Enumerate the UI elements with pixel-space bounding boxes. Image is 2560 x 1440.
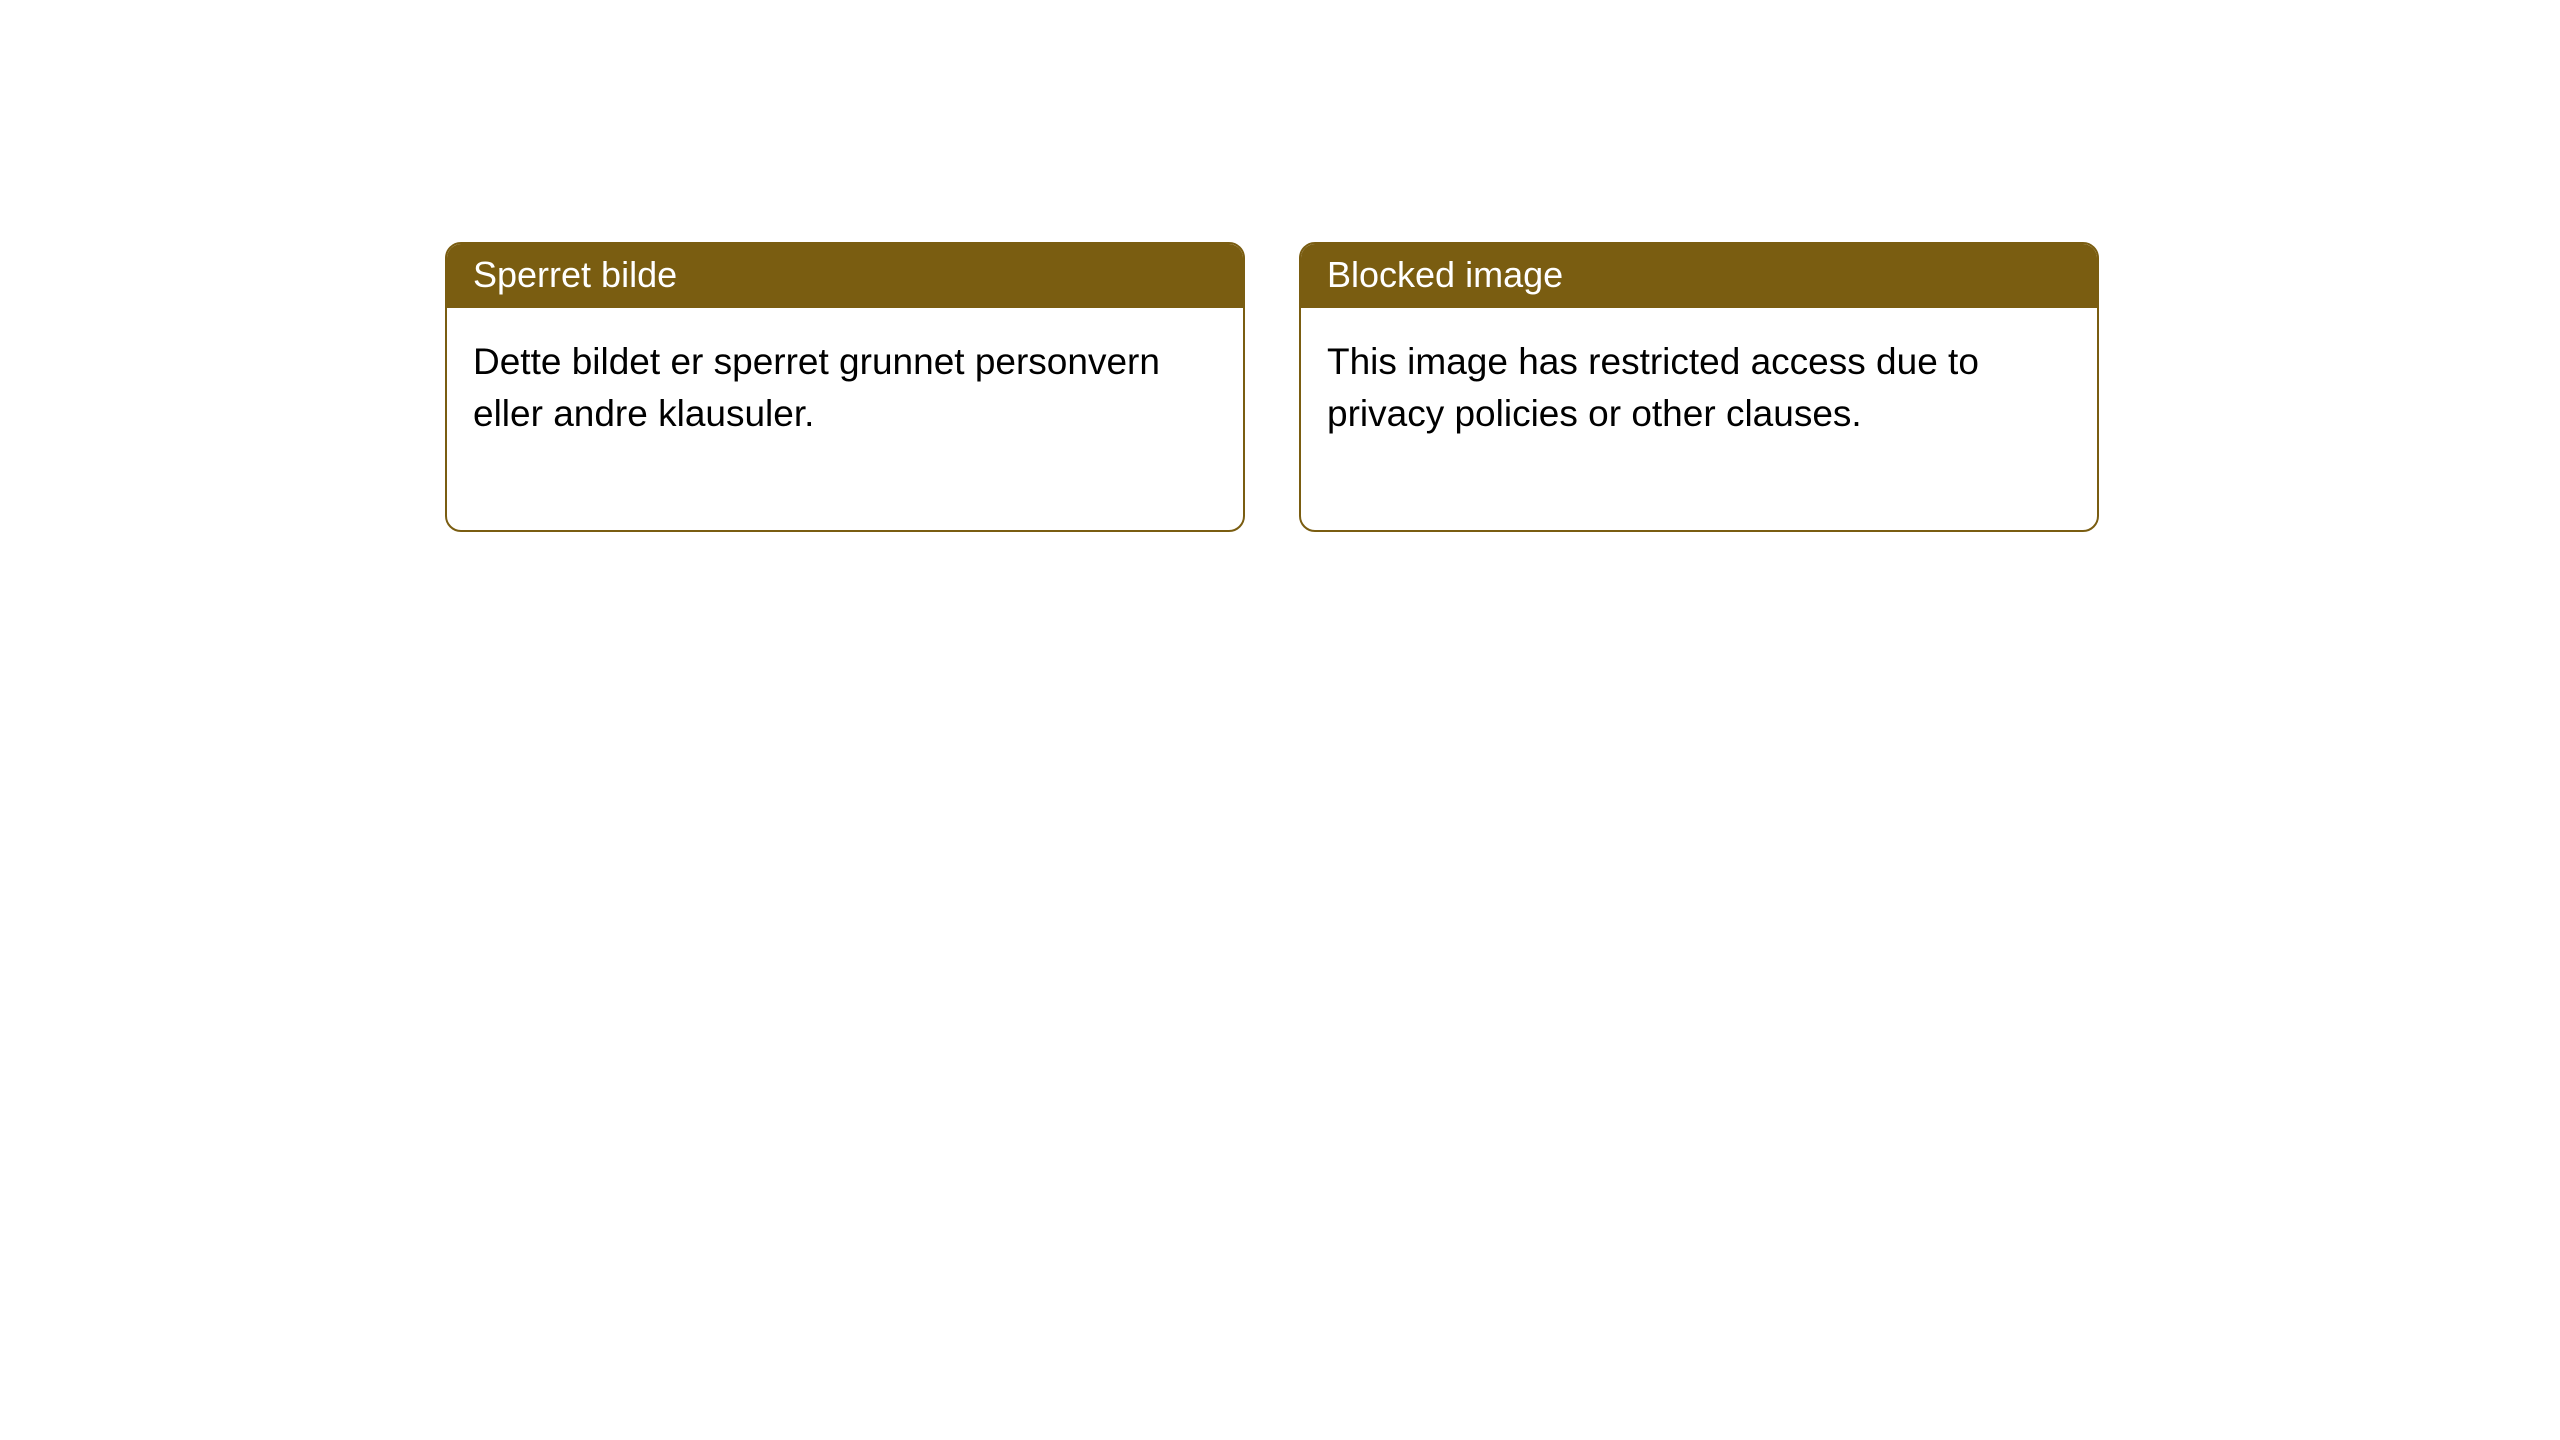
card-body: This image has restricted access due to … <box>1301 308 2097 530</box>
card-body: Dette bildet er sperret grunnet personve… <box>447 308 1243 530</box>
card-title: Sperret bilde <box>447 244 1243 308</box>
card-title: Blocked image <box>1301 244 2097 308</box>
blocked-image-card-no: Sperret bilde Dette bildet er sperret gr… <box>445 242 1245 532</box>
blocked-image-card-en: Blocked image This image has restricted … <box>1299 242 2099 532</box>
card-container: Sperret bilde Dette bildet er sperret gr… <box>0 0 2560 532</box>
